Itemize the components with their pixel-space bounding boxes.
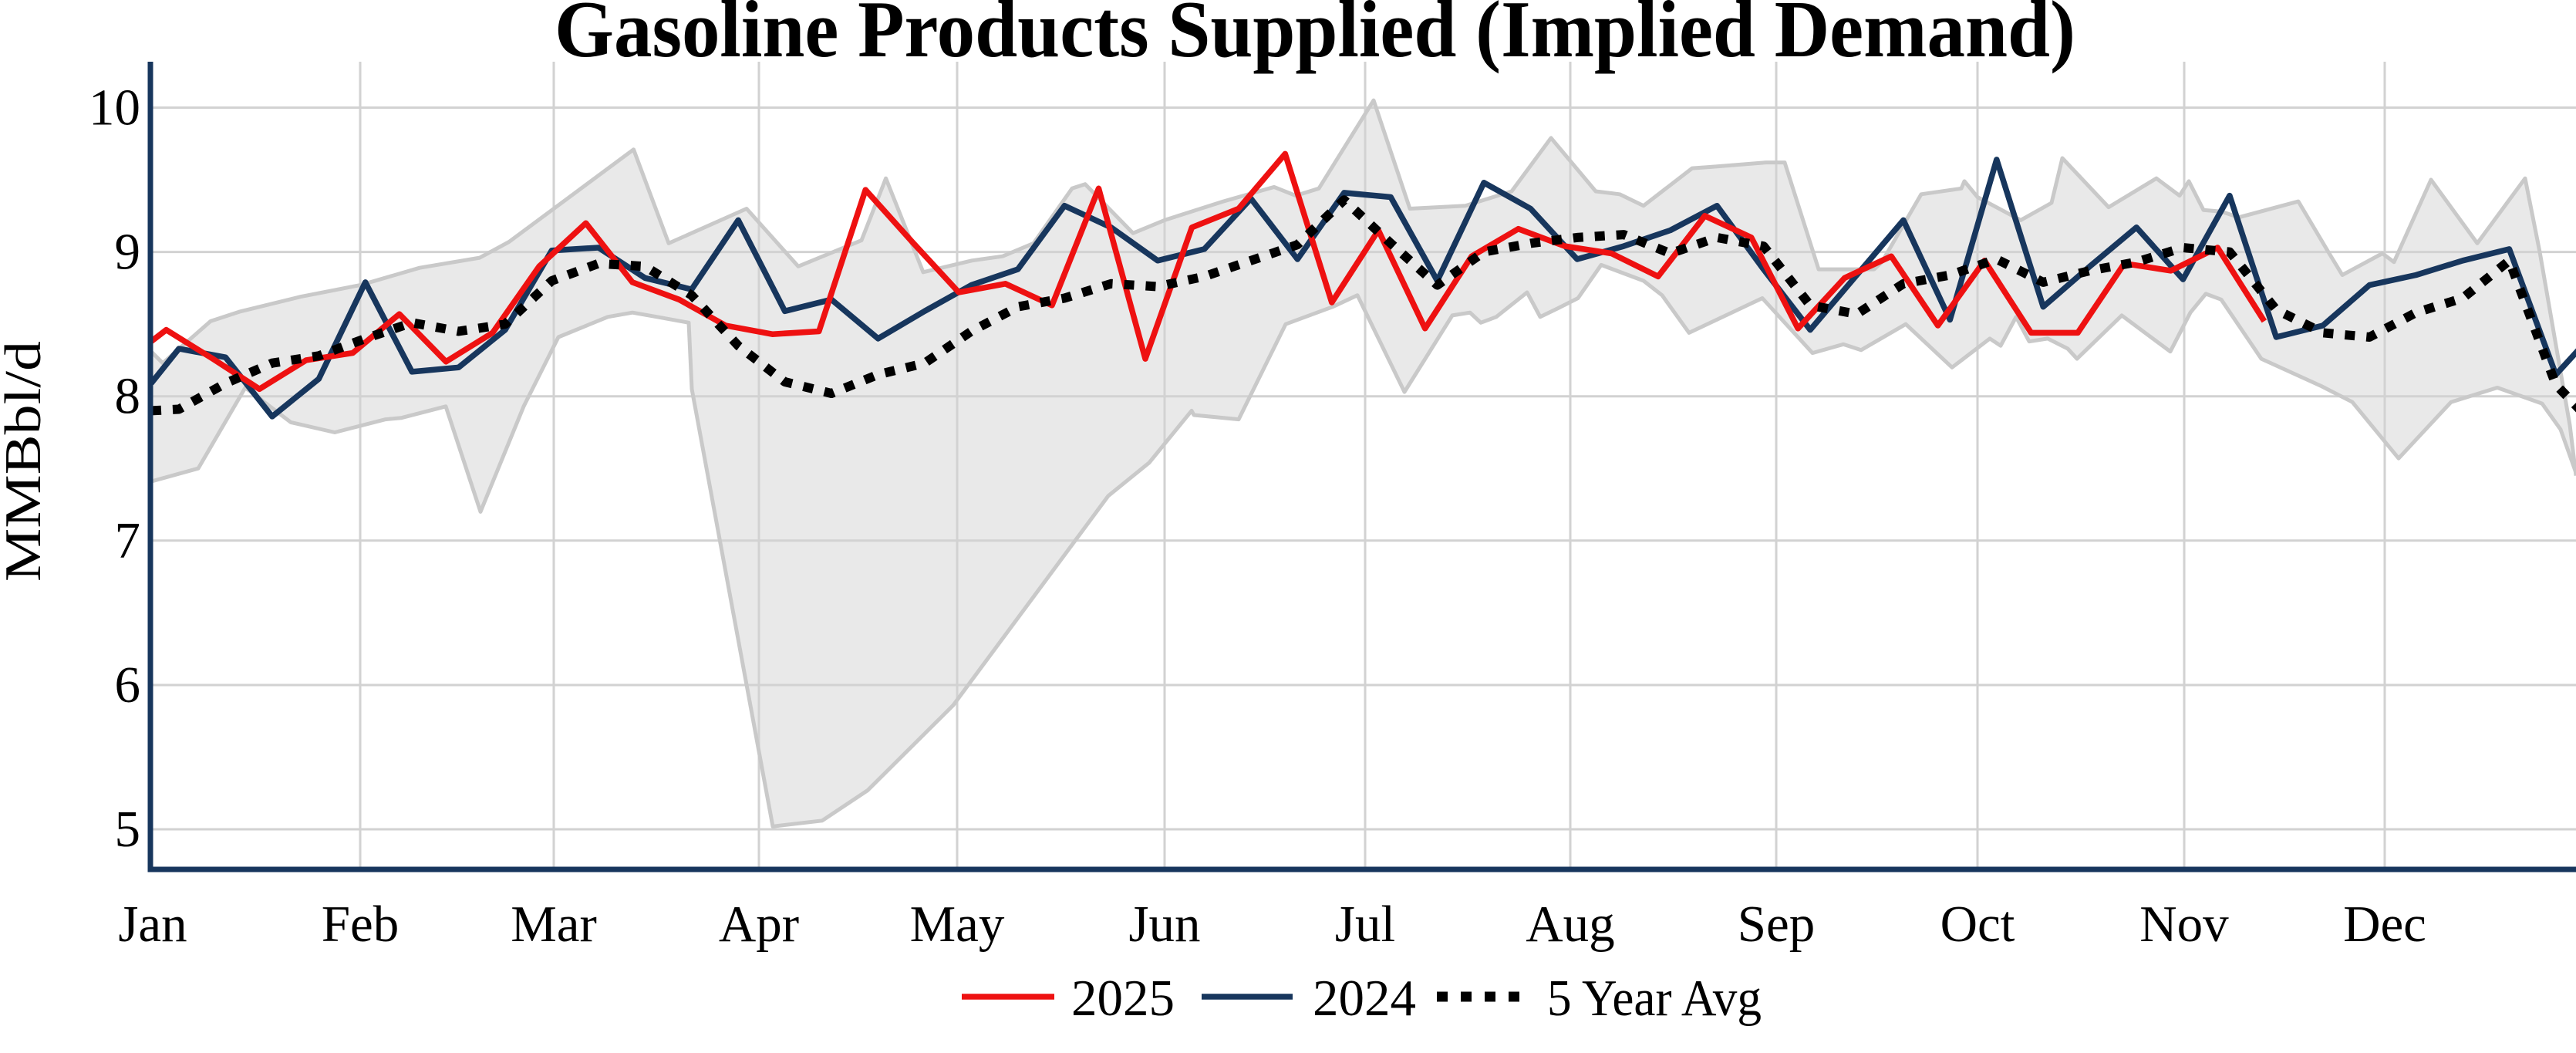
svg-text:5: 5	[115, 801, 141, 858]
svg-text:Nov: Nov	[2139, 896, 2229, 953]
svg-text:Gasoline Products Supplied (Im: Gasoline Products Supplied (Implied Dema…	[555, 0, 2075, 74]
svg-text:Oct: Oct	[1940, 896, 2015, 953]
svg-text:2025: 2025	[1071, 970, 1175, 1027]
svg-text:Aug: Aug	[1526, 896, 1614, 953]
svg-text:9: 9	[115, 224, 141, 281]
svg-text:6: 6	[115, 656, 141, 714]
svg-text:7: 7	[115, 512, 141, 569]
svg-text:Mar: Mar	[511, 896, 597, 953]
svg-text:10: 10	[89, 79, 140, 137]
svg-text:Sep: Sep	[1738, 896, 1816, 953]
svg-text:Jun: Jun	[1128, 896, 1200, 953]
svg-text:8: 8	[115, 368, 141, 425]
svg-text:5 Year Avg: 5 Year Avg	[1547, 970, 1762, 1027]
svg-text:Jan: Jan	[118, 896, 187, 953]
svg-text:Feb: Feb	[322, 896, 400, 953]
svg-text:Jul: Jul	[1335, 896, 1395, 953]
svg-text:Apr: Apr	[719, 896, 799, 953]
svg-text:Dec: Dec	[2343, 896, 2426, 953]
svg-text:2024: 2024	[1313, 970, 1416, 1027]
svg-text:May: May	[910, 896, 1005, 953]
svg-text:MMBbl/d: MMBbl/d	[0, 341, 52, 582]
